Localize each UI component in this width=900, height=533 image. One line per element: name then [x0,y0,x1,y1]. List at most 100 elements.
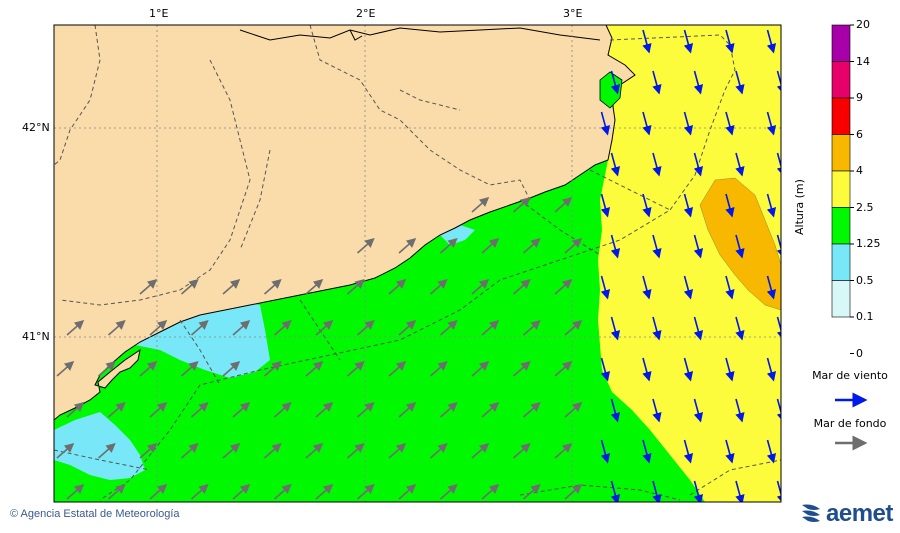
swell-arrow [356,319,375,336]
aemet-logo-text: aemet [826,500,893,527]
legend-swatch [831,24,851,62]
legend-swatch [831,243,851,281]
legend-axis-label: Altura (m) [793,179,806,235]
swell-arrow [190,319,209,336]
wind-sea-arrow [766,439,777,464]
swell-arrow [139,360,158,377]
wind-sea-arrow [735,316,745,341]
legend-tick-label: 9 [856,91,863,104]
legend-tick-label: 20 [856,18,870,31]
swell-arrow [232,483,251,500]
wind-sea-arrow [766,275,777,300]
wind-sea-arrow [693,398,704,423]
wind-sea-arrow [735,234,745,259]
wind-sea-arrow [642,111,652,136]
wave-arrows [56,29,781,502]
swell-arrow [481,401,500,418]
lon-label-2e: 2°E [356,7,376,20]
swell-arrow [263,442,282,459]
swell-arrow [481,237,500,254]
aemet-logo-icon [802,504,820,522]
wind-sea-arrow [683,439,694,464]
swell-arrow [512,360,531,377]
wind-sea-arrow [683,111,694,136]
swell-arrow [356,483,375,500]
wind-sea-arrow [725,111,735,136]
sea-cyan-area-delta [135,302,270,378]
wind-sea-arrow [652,152,662,177]
swell-arrow [305,278,324,295]
wind-sea-arrow [642,29,652,54]
swell-arrow [305,360,324,377]
wind-sea-arrow [683,29,694,54]
swell-arrow [554,442,573,459]
wind-sea-arrow [766,29,777,54]
wind-sea-arrow [600,275,611,300]
swell-arrow [512,278,531,295]
swell-arrow [139,278,158,295]
swell-arrow [471,278,490,295]
swell-arrow [107,483,126,500]
swell-arrow [512,196,531,213]
swell-arrow [66,401,85,418]
credit-text: © Agencia Estatal de Meteorología [10,508,180,520]
swell-arrow [97,442,116,459]
lon-label-3e: 3°E [563,7,583,20]
wind-sea-arrow [693,316,704,341]
swell-arrow [315,483,334,500]
wind-sea-arrow [725,29,735,54]
swell-arrow [107,401,126,418]
swell-arrow [439,401,458,418]
wind-sea-arrow [766,111,777,136]
height-legend-bar [831,24,854,354]
swell-arrow [429,278,448,295]
wind-sea-arrow [735,398,745,423]
swell-arrow [180,442,199,459]
swell-arrow [481,483,500,500]
wind-sea-arrow [652,234,662,259]
swell-arrow [66,319,85,336]
legend-tick-label: 0.1 [856,310,874,323]
wind-sea-arrow [652,480,662,502]
wind-sea-arrow [642,439,652,464]
swell-arrow [554,278,573,295]
swell-arrow [346,442,365,459]
wind-sea-arrow [725,439,735,464]
swell-arrow [222,278,241,295]
wind-sea-arrow [683,193,694,218]
swell-arrow [429,442,448,459]
wind-sea-arrow [693,70,704,95]
swell-arrow [564,483,583,500]
wind-sea-arrow [610,152,621,177]
wind-sea-arrow [735,70,745,95]
swell-arrow [356,401,375,418]
sea-cyan-area-west [54,412,145,480]
wind-sea-arrow [642,275,652,300]
swell-arrow [471,442,490,459]
swell-arrow [222,442,241,459]
swell-arrow [180,278,199,295]
swell-arrow [273,319,292,336]
swell-arrow [305,442,324,459]
swell-arrow [97,360,116,377]
swell-arrow [398,319,417,336]
wind-sea-arrow [610,70,621,95]
wind-sea-arrow [766,193,777,218]
legend-tick-label: 0 [856,346,863,360]
legend-swatch [831,207,851,245]
swell-arrow [554,196,573,213]
wind-sea-arrow [693,152,704,177]
legend-swatch [831,97,851,135]
lon-label-1e: 1°E [149,7,169,20]
swell-arrow [346,360,365,377]
swell-arrow [315,401,334,418]
wind-sea-arrow [652,398,662,423]
swell-arrow [522,401,541,418]
lat-label-41n: 41°N [22,330,50,343]
swell-arrow [149,483,168,500]
wind-sea-arrow [642,193,652,218]
wind-sea-arrow [693,480,704,502]
swell-arrow [232,319,251,336]
swell-arrow [263,278,282,295]
